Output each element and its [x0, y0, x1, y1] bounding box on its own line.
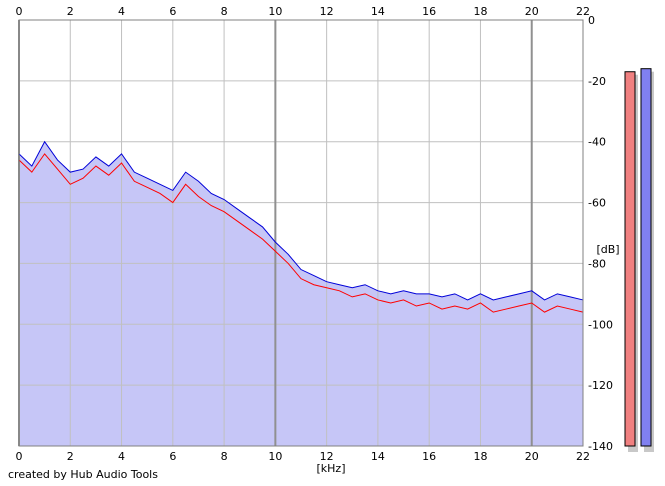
x-tick-label-bottom: 18	[473, 450, 487, 463]
x-tick-label-bottom: 0	[16, 450, 23, 463]
series-line-2	[18, 140, 584, 301]
x-tick-label-bottom: 16	[422, 450, 436, 463]
y-tick-label: -120	[588, 379, 613, 392]
x-tick-label-top: 8	[221, 5, 228, 18]
x-tick-label-top: 12	[320, 5, 334, 18]
x-tick-label-top: 18	[473, 5, 487, 18]
y-axis-label: [dB]	[596, 243, 619, 256]
y-axis-ticks: 0 -20 -40 -60 -80 -100 -120 -140	[588, 14, 613, 453]
x-tick-label-top: 22	[576, 5, 590, 18]
x-tick-label-top: 4	[118, 5, 125, 18]
y-tick-label: -100	[588, 318, 613, 331]
plot-border	[18, 19, 584, 447]
x-tick-label-top: 14	[371, 5, 385, 18]
x-tick-label-bottom: 2	[67, 450, 74, 463]
y-tick-label: -60	[588, 197, 606, 210]
x-tick-label-top: 20	[525, 5, 539, 18]
x-tick-label-top: 0	[16, 5, 23, 18]
series-line-1	[18, 153, 584, 313]
x-tick-label-top: 16	[422, 5, 436, 18]
x-tick-label-top: 2	[67, 5, 74, 18]
x-tick-label-bottom: 8	[221, 450, 228, 463]
x-tick-label-bottom: 4	[118, 450, 125, 463]
y-tick-label: 0	[588, 14, 595, 27]
y-tick-label: -20	[588, 75, 606, 88]
y-tick-label: -80	[588, 257, 606, 270]
x-tick-label-bottom: 12	[320, 450, 334, 463]
y-tick-label: -140	[588, 440, 613, 453]
credit-text: created by Hub Audio Tools	[8, 468, 158, 481]
plot-area	[18, 19, 584, 447]
x-tick-label-bottom: 10	[268, 450, 282, 463]
x-tick-label-bottom: 20	[525, 450, 539, 463]
level-meters	[624, 68, 654, 452]
y-tick-label: -40	[588, 136, 606, 149]
x-axis-label: [kHz]	[317, 462, 346, 475]
x-tick-label-bottom: 6	[169, 450, 176, 463]
x-tick-label-top: 10	[268, 5, 282, 18]
spectrum-fill	[19, 141, 583, 446]
x-tick-label-top: 6	[169, 5, 176, 18]
level-meter-bar-2	[640, 68, 652, 447]
level-meter-bar-1	[624, 71, 636, 447]
x-tick-label-bottom: 22	[576, 450, 590, 463]
x-tick-label-bottom: 14	[371, 450, 385, 463]
